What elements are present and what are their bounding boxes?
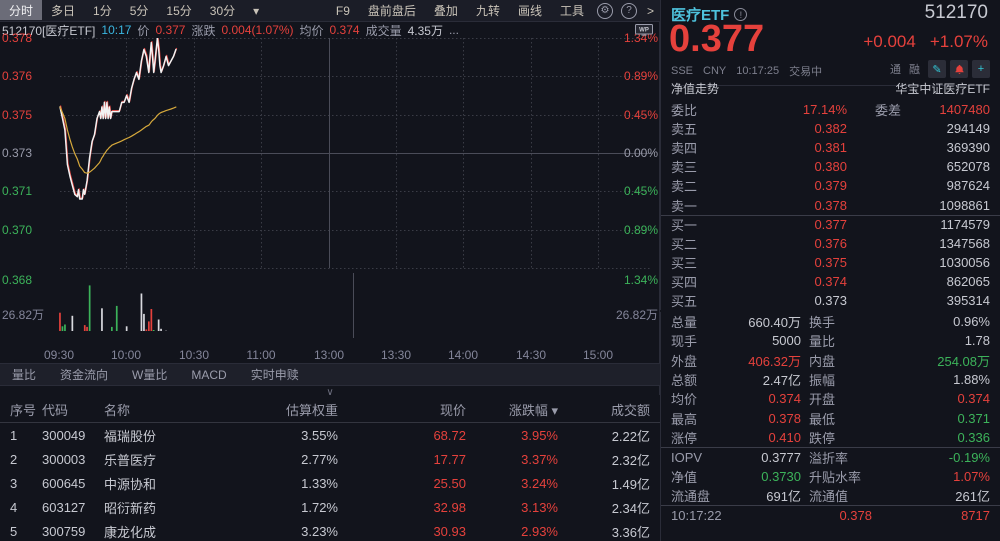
svg-text:WP: WP [639,28,649,34]
